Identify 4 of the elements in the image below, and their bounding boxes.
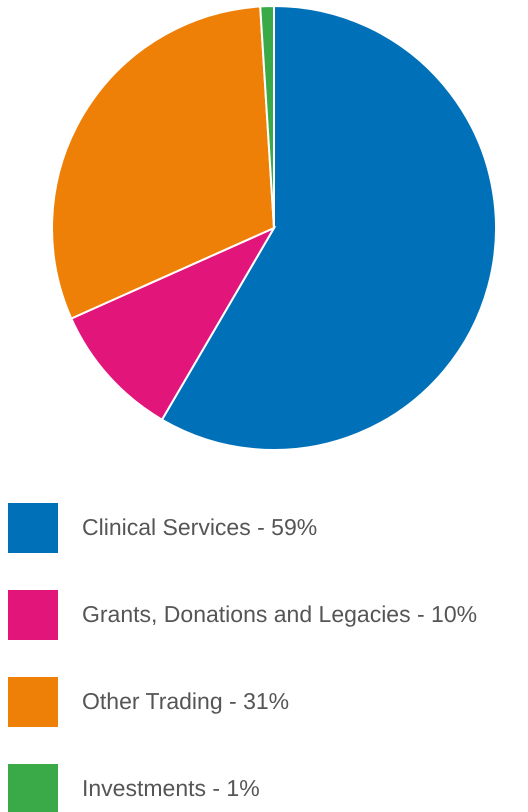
legend-label: Grants, Donations and Legacies - 10% xyxy=(82,601,478,627)
legend-label: Clinical Services - 59% xyxy=(82,514,318,540)
legend-label: Investments - 1% xyxy=(82,775,260,801)
legend-label: Other Trading - 31% xyxy=(82,688,290,714)
